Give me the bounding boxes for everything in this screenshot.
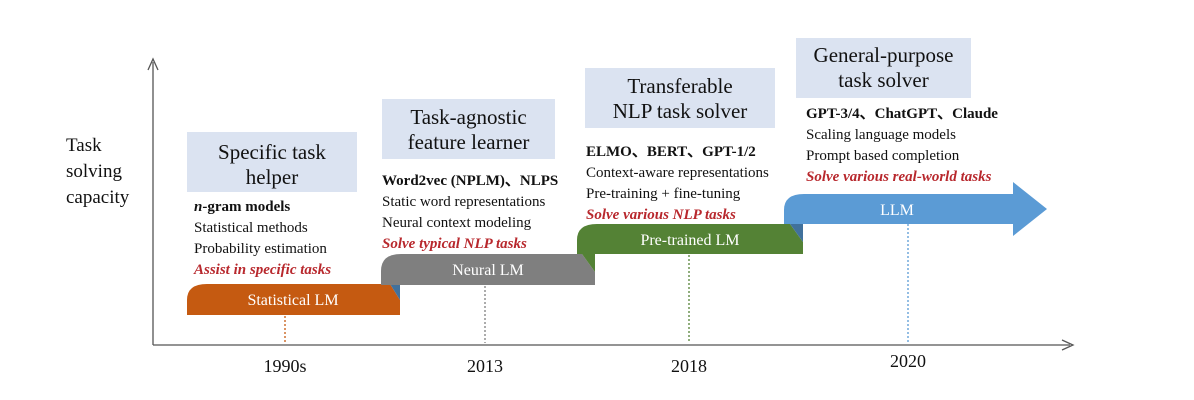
band-neural-lm [381,254,595,285]
era-title-line: Task-agnostic [410,105,527,129]
year-label-2013: 2013 [467,356,503,376]
era-title-line: Specific task [218,140,326,164]
era-box-general-purpose-solver: General-purpose task solver [796,38,971,98]
models-line: n-gram models [194,197,331,218]
era-box-transferable-solver: Transferable NLP task solver [585,68,775,128]
year-label-2018: 2018 [671,356,707,376]
task-line: Solve various NLP tasks [586,207,736,223]
era-title-line: Transferable [627,74,733,98]
models-line: ELMO、BERT、GPT-1/2 [586,144,756,160]
y-axis-title-line: Task [66,135,102,156]
feature-line: Scaling language models [806,127,956,143]
models-italic-prefix: n [194,199,203,215]
band-label-neural: Neural LM [452,262,524,279]
era-title-line: helper [245,165,299,189]
era-title-line: feature learner [407,130,530,154]
y-axis-title-line: solving [66,161,122,182]
feature-line: Prompt based completion [806,148,960,164]
band-statistical-fold [390,284,400,300]
stage-details-statistical: n-gram models Statistical methods Probab… [194,197,331,281]
y-axis-title-line: capacity [66,187,130,208]
task-line: Solve various real-world tasks [806,169,992,185]
y-axis-arrowhead [147,57,159,71]
feature-line: Context-aware representations [586,165,769,181]
models-line: GPT-3/4、ChatGPT、Claude [806,106,998,122]
band-label-statistical: Statistical LM [247,292,338,309]
y-axis-title: Task solving capacity [66,133,129,211]
feature-line: Pre-training + fine-tuning [586,186,741,202]
stage-details-pretrained: ELMO、BERT、GPT-1/2 Context-aware represen… [586,142,769,226]
models-text: -gram models [202,199,291,215]
band-pretrained-fold [790,224,803,242]
stage-details-neural: Word2vec (NPLM)、NLPS Static word represe… [382,171,558,255]
feature-line: Neural context modeling [382,215,532,231]
x-axis-arrowhead [1061,339,1075,351]
task-line: Solve typical NLP tasks [382,236,527,252]
feature-line: Statistical methods [194,220,308,236]
band-pretrained-lm [577,224,803,254]
era-title-line: task solver [838,68,929,92]
task-line: Assist in specific tasks [194,262,332,278]
feature-line: Probability estimation [194,241,327,257]
era-title-line: NLP task solver [612,99,748,123]
era-box-specific-task-helper: Specific task helper [187,132,357,192]
models-line: Word2vec (NPLM)、NLPS [382,173,559,189]
band-llm-arrow [784,182,1047,236]
era-box-feature-learner: Task-agnostic feature learner [382,99,555,159]
band-statistical-lm [187,284,400,315]
band-label-pretrained: Pre-trained LM [640,232,739,249]
band-label-llm: LLM [880,202,914,219]
year-label-2020: 2020 [890,351,926,371]
feature-line: Static word representations [382,194,546,210]
year-label-1990s: 1990s [263,356,307,376]
band-neural-fold [582,254,595,272]
stage-details-llm: GPT-3/4、ChatGPT、Claude Scaling language … [806,104,998,188]
era-title-line: General-purpose [813,43,954,67]
